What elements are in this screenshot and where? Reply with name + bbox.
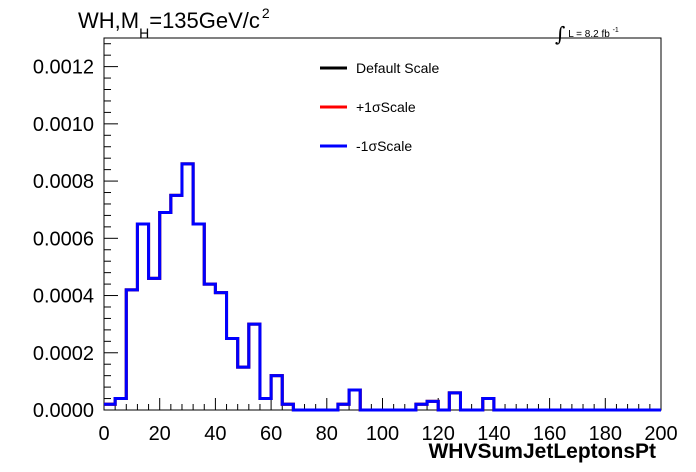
legend: Default Scale +1σScale -1σScale — [320, 60, 439, 154]
y-tick-label: 0.0004 — [33, 286, 94, 308]
title-main: WH,M — [78, 8, 140, 33]
y-tick-label: 0.0010 — [33, 114, 94, 136]
series-line-1-scale — [104, 162, 661, 412]
series-layer — [104, 162, 661, 412]
x-tick-label: 100 — [366, 423, 399, 445]
title-superscript: 2 — [261, 5, 270, 21]
x-tick-label: 40 — [204, 423, 226, 445]
plot-frame — [103, 37, 662, 411]
legend-label: +1σScale — [356, 99, 416, 115]
series-line-default-scale — [104, 162, 661, 412]
y-tick-label: 0.0012 — [33, 57, 94, 79]
y-tick-label: 0.0002 — [33, 343, 94, 365]
luminosity-label: ∫ L = 8.2 fb -1 — [555, 18, 619, 46]
integral-symbol: ∫ — [555, 22, 566, 46]
lumi-superscript: -1 — [612, 27, 619, 34]
x-tick-label: 180 — [589, 423, 622, 445]
title-subscript: H — [139, 25, 150, 41]
legend-label: Default Scale — [356, 60, 439, 76]
title-rest: =135GeV/c — [149, 8, 260, 33]
x-tick-label: 140 — [477, 423, 510, 445]
x-tick-label: 80 — [316, 423, 338, 445]
x-axis: 0 20 40 60 80 100 120 140 160 180 200 — [98, 398, 678, 445]
y-axis: 0.0000 0.0002 0.0004 0.0006 0.0008 0.0010 0.00… — [33, 43, 118, 422]
x-tick-label: 20 — [149, 423, 171, 445]
y-tick-label: 0.0008 — [33, 171, 94, 193]
y-tick-label: 0.0000 — [33, 400, 94, 422]
x-tick-label: 0 — [98, 423, 109, 445]
plot-title: WH,MH=135GeV/c 2 — [78, 5, 270, 41]
x-tick-label: 120 — [422, 423, 455, 445]
x-tick-label: 60 — [260, 423, 282, 445]
y-tick-label: 0.0006 — [33, 228, 94, 250]
x-tick-label: 200 — [644, 423, 677, 445]
series-line-1-scale — [104, 162, 661, 412]
legend-label: -1σScale — [356, 138, 412, 154]
lumi-text: L = 8.2 fb — [568, 29, 610, 40]
x-axis-label: WHVSumJetLeptonsPt — [428, 440, 656, 463]
x-tick-label: 160 — [533, 423, 566, 445]
